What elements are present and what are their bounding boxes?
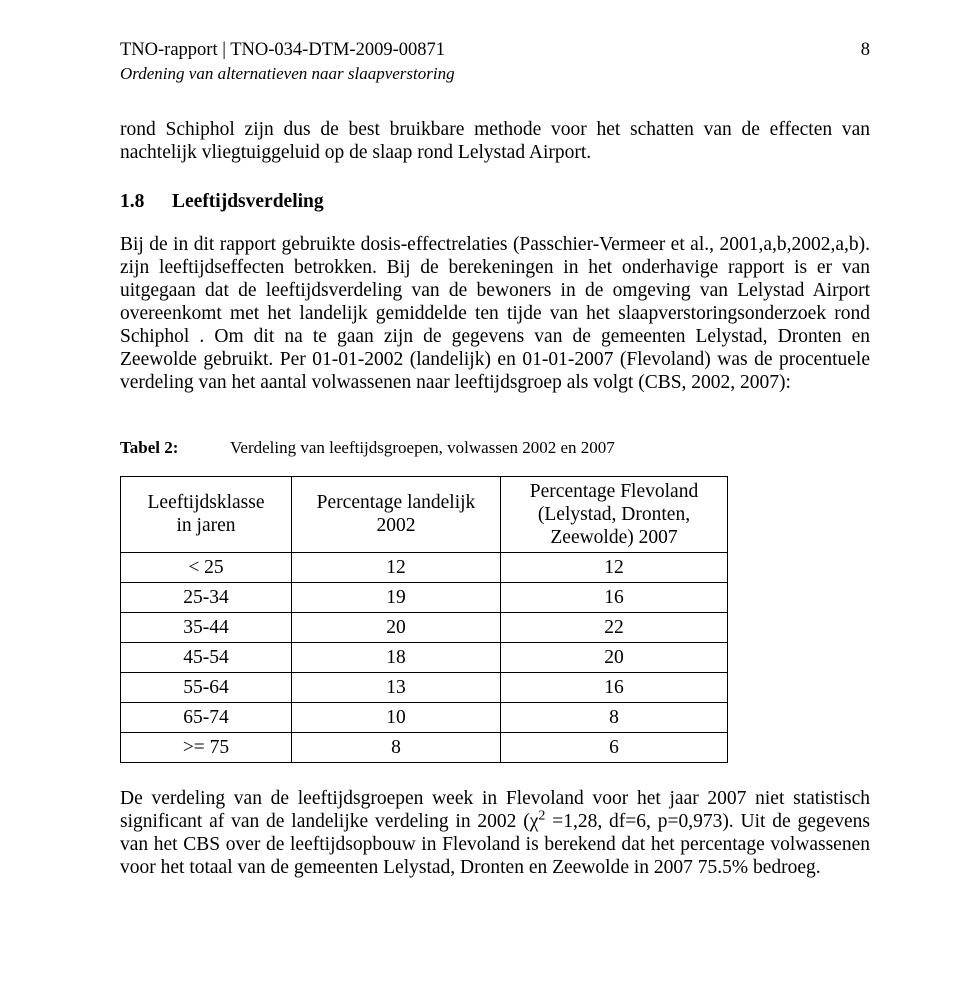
table-row: 65-74 10 8 xyxy=(121,702,728,732)
cell-nl: 18 xyxy=(292,642,501,672)
table-header-row: Leeftijdsklasse in jaren Percentage land… xyxy=(121,476,728,552)
cell-age: 25-34 xyxy=(121,582,292,612)
cell-nl: 8 xyxy=(292,732,501,762)
table-row: >= 75 8 6 xyxy=(121,732,728,762)
table-header-flevoland: Percentage Flevoland (Lelystad, Dronten,… xyxy=(501,476,728,552)
cell-nl: 20 xyxy=(292,612,501,642)
table-row: 35-44 20 22 xyxy=(121,612,728,642)
table-caption-text: Verdeling van leeftijdsgroepen, volwasse… xyxy=(230,438,615,458)
cell-fl: 8 xyxy=(501,702,728,732)
cell-fl: 20 xyxy=(501,642,728,672)
paragraph-body: Bij de in dit rapport gebruikte dosis-ef… xyxy=(120,233,870,394)
cell-age: < 25 xyxy=(121,552,292,582)
table-row: < 25 12 12 xyxy=(121,552,728,582)
table-header-age: Leeftijdsklasse in jaren xyxy=(121,476,292,552)
cell-nl: 19 xyxy=(292,582,501,612)
cell-nl: 10 xyxy=(292,702,501,732)
cell-age: 45-54 xyxy=(121,642,292,672)
paragraph-conclusion: De verdeling van de leeftijdsgroepen wee… xyxy=(120,787,870,879)
section-number: 1.8 xyxy=(120,190,172,213)
table-header-national: Percentage landelijk 2002 xyxy=(292,476,501,552)
document-page: 8 TNO-rapport | TNO-034-DTM-2009-00871 O… xyxy=(0,0,960,919)
age-distribution-table: Leeftijdsklasse in jaren Percentage land… xyxy=(120,476,728,763)
paragraph-intro: rond Schiphol zijn dus de best bruikbare… xyxy=(120,118,870,164)
report-subtitle: Ordening van alternatieven naar slaapver… xyxy=(120,64,870,84)
section-heading: 1.8 Leeftijdsverdeling xyxy=(120,190,870,213)
table-caption-label: Tabel 2: xyxy=(120,438,230,458)
cell-age: 55-64 xyxy=(121,672,292,702)
page-number: 8 xyxy=(861,40,870,62)
cell-fl: 22 xyxy=(501,612,728,642)
cell-age: 35-44 xyxy=(121,612,292,642)
table-caption: Tabel 2: Verdeling van leeftijdsgroepen,… xyxy=(120,438,870,458)
section-title: Leeftijdsverdeling xyxy=(172,190,324,213)
report-id-line: TNO-rapport | TNO-034-DTM-2009-00871 xyxy=(120,40,870,62)
cell-nl: 13 xyxy=(292,672,501,702)
cell-fl: 6 xyxy=(501,732,728,762)
cell-nl: 12 xyxy=(292,552,501,582)
cell-age: 65-74 xyxy=(121,702,292,732)
cell-fl: 12 xyxy=(501,552,728,582)
table-row: 55-64 13 16 xyxy=(121,672,728,702)
cell-fl: 16 xyxy=(501,672,728,702)
table-row: 25-34 19 16 xyxy=(121,582,728,612)
table-row: 45-54 18 20 xyxy=(121,642,728,672)
cell-fl: 16 xyxy=(501,582,728,612)
page-header: 8 TNO-rapport | TNO-034-DTM-2009-00871 O… xyxy=(120,40,870,84)
cell-age: >= 75 xyxy=(121,732,292,762)
